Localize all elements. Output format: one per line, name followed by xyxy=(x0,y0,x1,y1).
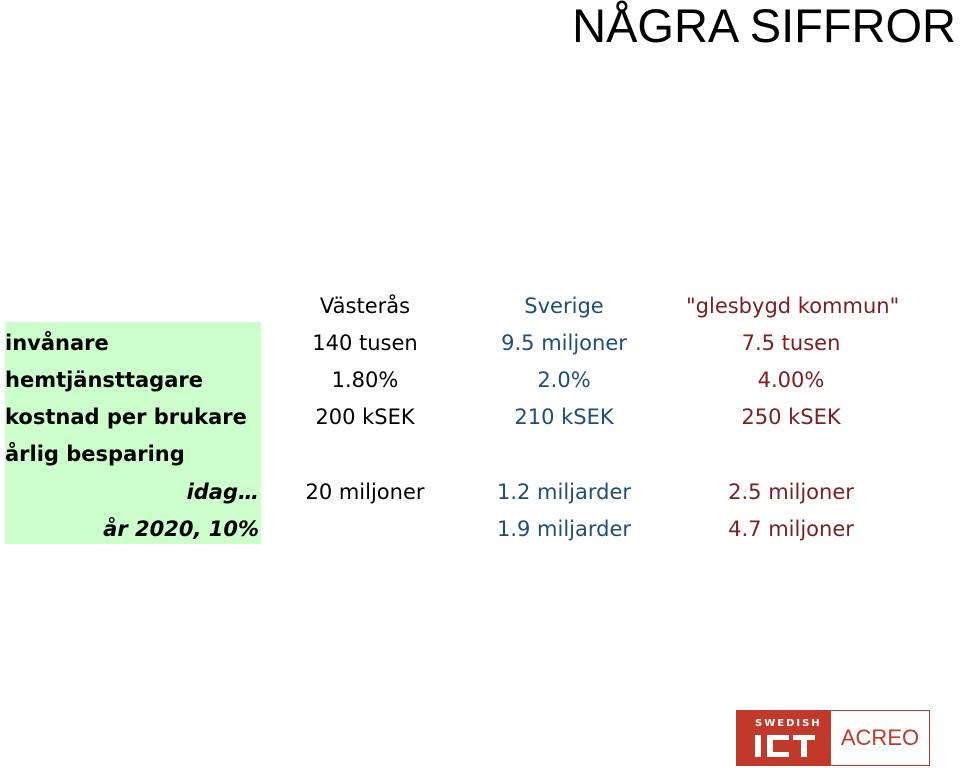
cell-glesbygd: 7.5 tusen xyxy=(741,331,841,355)
swedish-ict-logo: SWEDISH xyxy=(737,711,831,765)
label-column-background xyxy=(5,322,261,544)
cell-sverige: 1.2 miljarder xyxy=(496,480,632,504)
cell-sverige: 1.9 miljarder xyxy=(496,517,632,541)
table-row: idag… 20 miljoner 1.2 miljarder 2.5 milj… xyxy=(0,474,960,511)
ict-mark-icon xyxy=(755,735,815,757)
cell-glesbygd: 250 kSEK xyxy=(741,405,841,429)
table-row: årlig besparing xyxy=(0,436,960,473)
cell-vasteras: 20 miljoner xyxy=(305,480,425,504)
table-row: hemtjänsttagare 1.80% 2.0% 4.00% xyxy=(0,362,960,399)
row-label: invånare xyxy=(5,331,109,355)
row-label: år 2020, 10% xyxy=(103,517,259,541)
cell-sverige: 2.0% xyxy=(537,368,591,392)
row-label: årlig besparing xyxy=(5,442,185,466)
header-sverige: Sverige xyxy=(524,294,604,318)
cell-vasteras: 200 kSEK xyxy=(315,405,415,429)
row-label: kostnad per brukare xyxy=(5,405,247,429)
cell-vasteras: 140 tusen xyxy=(312,331,418,355)
cell-vasteras: 1.80% xyxy=(331,368,399,392)
header-row: Västerås Sverige "glesbygd kommun" xyxy=(0,288,960,325)
cell-sverige: 9.5 miljoner xyxy=(501,331,627,355)
cell-glesbygd: 4.7 miljoner xyxy=(728,517,854,541)
table-row: kostnad per brukare 200 kSEK 210 kSEK 25… xyxy=(0,399,960,436)
cell-vasteras xyxy=(295,511,435,548)
table-row: invånare 140 tusen 9.5 miljoner 7.5 tuse… xyxy=(0,325,960,362)
row-label: idag… xyxy=(186,480,259,504)
cell-glesbygd: 2.5 miljoner xyxy=(728,480,854,504)
acreo-logo: ACREO xyxy=(840,725,920,750)
header-vasteras: Västerås xyxy=(319,294,411,318)
cell-glesbygd: 4.00% xyxy=(757,368,825,392)
logo-swedish-text: SWEDISH xyxy=(755,718,822,729)
swedish-ict-acreo-logo: SWEDISH ACREO xyxy=(736,710,930,766)
table-row: år 2020, 10% 1.9 miljarder 4.7 miljoner xyxy=(0,511,960,548)
row-label: hemtjänsttagare xyxy=(5,368,203,392)
cell-sverige: 210 kSEK xyxy=(514,405,614,429)
header-glesbygd: "glesbygd kommun" xyxy=(686,294,900,318)
page-title: NÅGRA SIFFROR xyxy=(572,0,956,52)
